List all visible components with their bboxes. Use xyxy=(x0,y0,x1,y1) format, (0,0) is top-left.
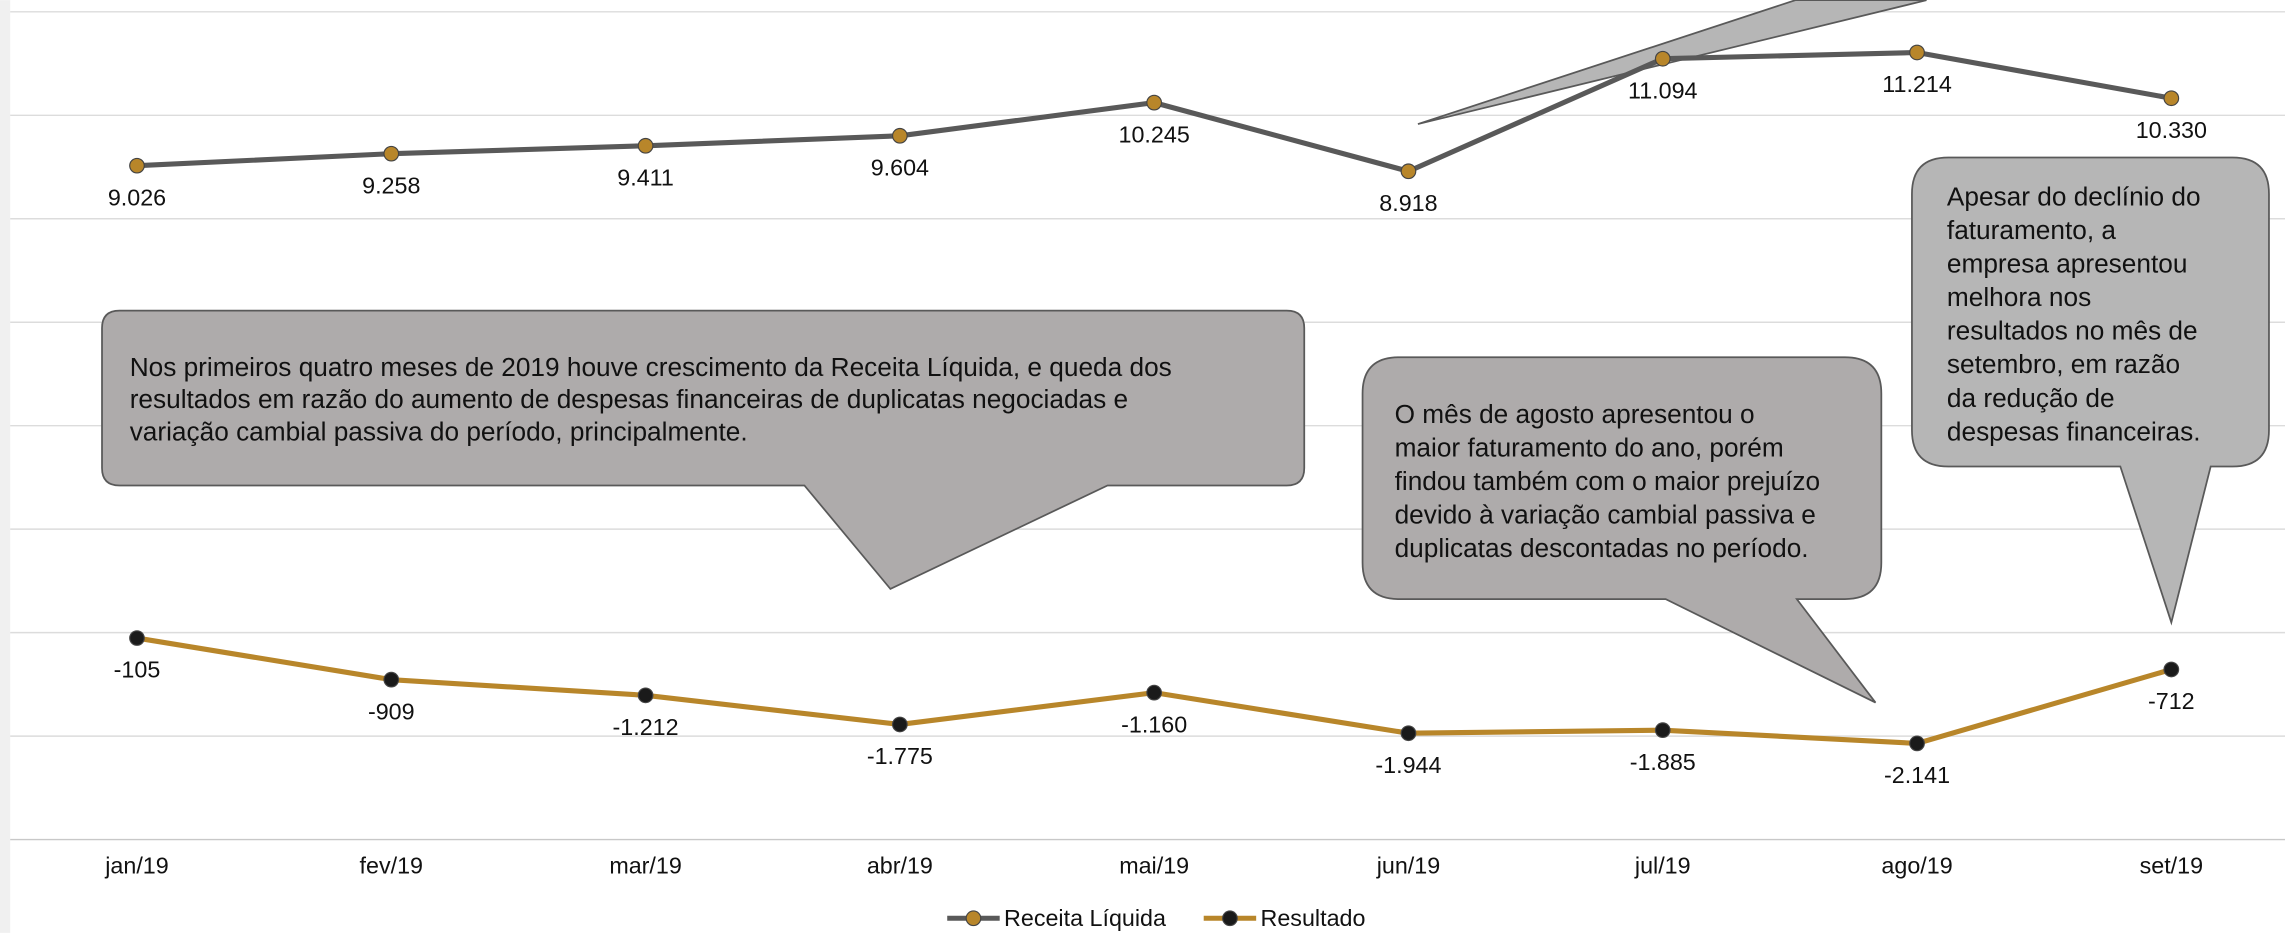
legend-marker xyxy=(965,910,982,927)
x-tick-label: abr/19 xyxy=(867,852,933,878)
data-label: 9.411 xyxy=(617,164,674,190)
data-label: 11.214 xyxy=(1882,71,1952,97)
marker xyxy=(1654,722,1671,739)
marker xyxy=(2163,661,2180,678)
annotation-text: da redução de xyxy=(1947,383,2115,413)
data-label: 9.026 xyxy=(108,184,166,210)
annotation-text: Nos primeiros quatro meses de 2019 houve… xyxy=(130,352,1172,382)
marker xyxy=(129,630,145,646)
x-tick-label: set/19 xyxy=(2140,852,2203,878)
marker xyxy=(383,145,400,162)
x-tick-label: jan/19 xyxy=(104,852,168,878)
marker xyxy=(1146,684,1163,701)
data-label: 11.094 xyxy=(1628,77,1698,103)
annotation-text: resultados no mês de xyxy=(1947,316,2198,346)
annotation-text: despesas financeiras. xyxy=(1947,416,2201,446)
annotation-text: duplicatas descontadas no período. xyxy=(1395,533,1809,563)
x-tick-label: jul/19 xyxy=(1634,852,1691,878)
data-label: -1.944 xyxy=(1375,752,1441,778)
marker xyxy=(1654,50,1671,67)
data-label: -1.775 xyxy=(867,743,933,769)
annotation-text: variação cambial passiva do período, pri… xyxy=(130,416,748,446)
legend-marker xyxy=(1222,910,1238,927)
annotation-text: devido à variação cambial passiva e xyxy=(1395,499,1816,529)
annotation-text: empresa apresentou xyxy=(1947,249,2187,279)
marker xyxy=(891,716,908,733)
callout xyxy=(1911,156,2270,626)
callout xyxy=(1361,356,1883,704)
data-label: 10.245 xyxy=(1119,121,1190,147)
annotation-text: Apesar do declínio do xyxy=(1947,182,2201,212)
marker xyxy=(637,137,654,154)
annotation-text: findou também com o maior prejuízo xyxy=(1395,466,1821,496)
data-label: -1.160 xyxy=(1121,711,1187,737)
data-label: 9.604 xyxy=(871,154,929,180)
x-tick-label: ago/19 xyxy=(1881,852,1952,878)
data-label: 8.918 xyxy=(1379,190,1437,216)
marker xyxy=(383,671,400,688)
annotation-text: faturamento, a xyxy=(1947,215,2116,245)
annotation-text: O mês de agosto apresentou o xyxy=(1395,399,1755,429)
marker xyxy=(1909,44,1925,61)
series-line xyxy=(136,49,2172,174)
marker xyxy=(1146,94,1163,111)
data-label: 9.258 xyxy=(362,172,420,198)
x-tick-label: mai/19 xyxy=(1119,852,1189,878)
annotation-text: setembro, em razão xyxy=(1947,349,2180,379)
x-tick-label: mar/19 xyxy=(609,852,682,878)
marker xyxy=(637,687,654,704)
data-label: 10.330 xyxy=(2136,117,2207,143)
marker xyxy=(891,127,908,144)
marker xyxy=(1400,725,1417,742)
data-label: -909 xyxy=(368,698,415,724)
marker xyxy=(1400,163,1417,180)
data-label: -712 xyxy=(2148,688,2195,714)
left-edge xyxy=(0,0,11,933)
data-label: -1.212 xyxy=(613,714,679,740)
callout-pointer xyxy=(1417,0,1927,125)
data-label: -2.141 xyxy=(1884,762,1950,788)
data-label: -1.885 xyxy=(1630,749,1696,775)
x-tick-label: jun/19 xyxy=(1376,852,1440,878)
data-label: -105 xyxy=(114,657,161,683)
legend-label: Receita Líquida xyxy=(1004,905,1166,931)
annotation-text: maior faturamento do ano, porém xyxy=(1395,432,1784,462)
x-tick-label: fev/19 xyxy=(360,852,423,878)
legend-label: Resultado xyxy=(1261,905,1366,931)
annotation-text: resultados em razão do aumento de despes… xyxy=(130,384,1128,414)
annotation-text: melhora nos xyxy=(1947,282,2091,312)
marker xyxy=(1909,735,1925,752)
marker xyxy=(2163,90,2180,107)
callout xyxy=(101,309,1306,590)
marker xyxy=(129,157,145,174)
